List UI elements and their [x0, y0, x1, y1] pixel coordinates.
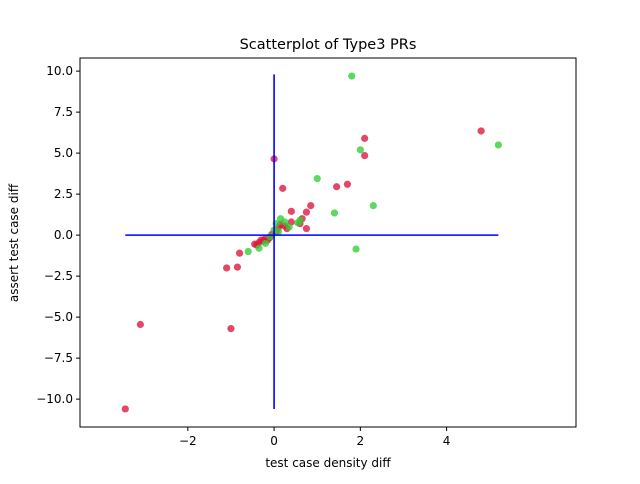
data-point: [261, 239, 270, 247]
x-tick-label: −2: [179, 434, 197, 448]
data-point: [279, 184, 287, 192]
data-point: [477, 127, 485, 135]
y-tick-label: 10.0: [46, 64, 73, 78]
data-point: [266, 233, 274, 241]
data-point: [356, 146, 364, 154]
y-tick-label: 7.5: [54, 105, 73, 119]
data-point: [348, 72, 356, 80]
data-point: [244, 247, 252, 256]
data-point: [296, 216, 304, 224]
y-tick-label: 5.0: [54, 146, 73, 160]
x-tick-label: 0: [270, 434, 278, 448]
y-tick-label: −5.0: [44, 310, 73, 324]
data-point: [281, 218, 289, 226]
data-point: [333, 183, 341, 191]
y-tick-label: −2.5: [44, 269, 73, 283]
data-point: [352, 245, 360, 253]
data-point: [287, 207, 295, 215]
y-tick-label: 0.0: [54, 228, 73, 242]
data-point: [285, 223, 293, 231]
data-point: [227, 325, 235, 333]
y-tick-label: −10.0: [36, 392, 73, 406]
data-point: [235, 249, 244, 257]
data-point: [121, 405, 129, 413]
x-tick-label: 4: [443, 434, 451, 448]
chart-title: Scatterplot of Type3 PRs: [240, 37, 417, 53]
plot-frame: [79, 57, 577, 428]
y-axis-label: assert test case diff: [7, 183, 21, 302]
y-tick-label: −7.5: [44, 351, 73, 365]
data-point: [136, 320, 144, 329]
data-point: [302, 224, 311, 233]
data-point: [313, 174, 321, 183]
x-axis-label: test case density diff: [265, 456, 391, 470]
data-point: [343, 180, 352, 188]
data-point: [494, 141, 502, 149]
data-point: [307, 202, 315, 210]
data-point: [255, 244, 263, 252]
data-point: [361, 151, 369, 160]
data-point: [302, 208, 311, 216]
plot-area: −2 0 2 4 10.0 7.5 5.0 2.5 0.0 −2.5 −5.0 −7.5 −10.0: [36, 57, 577, 448]
data-point: [233, 263, 242, 271]
data-point: [361, 134, 369, 142]
data-point: [274, 228, 282, 236]
data-point: [369, 202, 377, 210]
data-point: [223, 264, 231, 272]
data-point: [330, 209, 339, 217]
y-tick-label: 2.5: [54, 187, 73, 201]
x-tick-label: 2: [357, 434, 365, 448]
